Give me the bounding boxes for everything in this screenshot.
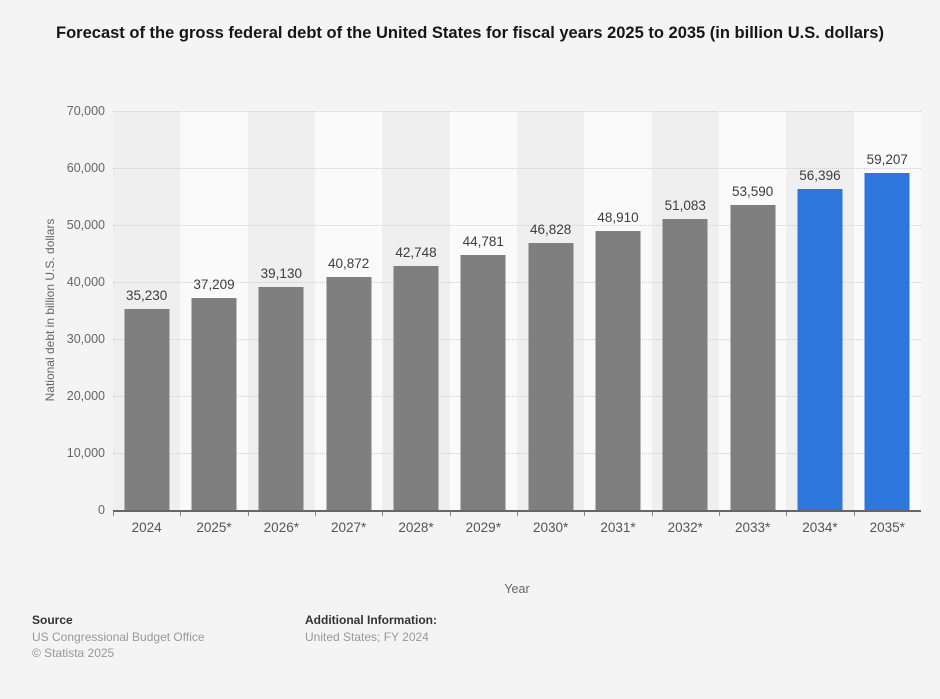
bar-value-label: 59,207 xyxy=(866,152,908,167)
bar-column-2029: 44,781 xyxy=(449,111,517,516)
additional-information-line: United States; FY 2024 xyxy=(305,629,429,644)
bar-column-2034: 56,396 xyxy=(786,111,853,516)
bar-column-2024: 35,230 xyxy=(113,111,180,516)
x-axis-tick-label: 2026* xyxy=(263,520,299,535)
y-axis-tick-label: 30,000 xyxy=(66,332,105,346)
x-axis-tick xyxy=(786,512,788,516)
x-axis-tick xyxy=(516,512,518,516)
gridline xyxy=(113,282,921,283)
bar-2028 xyxy=(393,266,439,510)
bar-2032 xyxy=(662,219,708,510)
gridline xyxy=(113,168,921,169)
y-axis-tick-label: 70,000 xyxy=(66,104,105,118)
bar-column-2031: 48,910 xyxy=(584,111,651,516)
x-axis-tick-label: 2025* xyxy=(196,520,232,535)
bar-2035 xyxy=(864,173,910,510)
source-block: Source US Congressional Budget Office © … xyxy=(32,612,205,662)
x-axis-tick xyxy=(651,512,653,516)
bar-column-2035: 59,207 xyxy=(853,111,921,516)
x-axis-tick-labels: 2024 2025* 2026* 2027* 2028* 2029* 2030* 2031* 2… xyxy=(113,520,921,535)
bar-column-2027: 40,872 xyxy=(314,111,382,516)
x-axis-tick xyxy=(247,512,249,516)
bar-2031 xyxy=(595,231,641,510)
x-axis-tick-label: 2035* xyxy=(869,520,905,535)
gridline xyxy=(113,225,921,226)
bar-value-label: 44,781 xyxy=(462,234,504,249)
bar-value-label: 40,872 xyxy=(327,256,370,271)
gridline xyxy=(113,339,921,340)
additional-information-block: Additional Information: United States; F… xyxy=(305,612,437,645)
x-axis-tick-label: 2027* xyxy=(331,520,367,535)
x-axis-tick-label: 2030* xyxy=(532,520,569,535)
bar-column-2033: 53,590 xyxy=(718,111,786,516)
x-axis-tick xyxy=(382,512,384,516)
y-axis-tick-label: 60,000 xyxy=(66,161,105,175)
additional-information-heading: Additional Information: xyxy=(305,613,437,627)
bar-2025 xyxy=(191,298,237,510)
y-axis-tick-labels: 70,000 60,000 50,000 40,000 30,000 20,000 10,0… xyxy=(0,104,105,517)
x-axis-tick xyxy=(180,512,182,516)
bar-value-label: 56,396 xyxy=(799,168,841,183)
bar-2024 xyxy=(124,309,170,510)
y-axis-tick-label: 50,000 xyxy=(66,218,105,232)
x-axis-tick xyxy=(314,512,316,516)
bar-2034 xyxy=(797,189,843,510)
bar-value-label: 53,590 xyxy=(731,184,774,199)
bar-column-2025: 37,209 xyxy=(180,111,247,516)
x-axis-tick-label: 2031* xyxy=(600,520,636,535)
x-axis-tick-label: 2034* xyxy=(802,520,838,535)
x-axis-tick-label: 2029* xyxy=(465,520,501,535)
bar-2030 xyxy=(528,243,574,510)
bar-2026 xyxy=(258,287,304,510)
x-axis-tick xyxy=(113,512,114,516)
bar-value-label: 39,130 xyxy=(260,266,302,281)
gridline xyxy=(113,111,921,112)
bar-column-2026: 39,130 xyxy=(247,111,315,516)
gridline xyxy=(113,453,921,454)
x-axis-tick-label: 2032* xyxy=(667,520,703,535)
x-axis-tick xyxy=(853,512,855,516)
chart-title: Forecast of the gross federal debt of th… xyxy=(56,24,884,42)
bar-series: 35,230 37,209 39,130 40,872 42,748 44,781 46,8… xyxy=(113,111,921,516)
bar-value-label: 42,748 xyxy=(395,245,437,260)
bar-value-label: 37,209 xyxy=(193,277,235,292)
y-axis-tick-label: 10,000 xyxy=(66,446,105,460)
x-axis-title: Year xyxy=(504,582,530,596)
y-axis-tick-label: 20,000 xyxy=(66,389,105,403)
x-axis-tick-label: 2033* xyxy=(734,520,771,535)
bar-2027 xyxy=(326,277,372,510)
x-axis-tick-label: 2024 xyxy=(131,520,162,535)
bar-value-label: 35,230 xyxy=(126,288,168,303)
source-line: US Congressional Budget Office xyxy=(32,629,205,644)
x-axis-tick xyxy=(449,512,451,516)
copyright-line: © Statista 2025 xyxy=(32,646,115,660)
x-axis-tick-label: 2028* xyxy=(398,520,434,535)
y-axis-tick-label: 0 xyxy=(98,503,105,517)
plot-area: 35,230 37,209 39,130 40,872 42,748 44,781 46,8… xyxy=(113,111,921,516)
source-heading: Source xyxy=(32,613,73,627)
bar-column-2028: 42,748 xyxy=(382,111,449,516)
gridline xyxy=(113,396,921,397)
bar-2033 xyxy=(730,205,776,510)
y-axis-tick-label: 40,000 xyxy=(66,275,105,289)
x-axis-tick xyxy=(718,512,720,516)
bar-value-label: 46,828 xyxy=(529,222,572,237)
bar-column-2032: 51,083 xyxy=(651,111,719,516)
bar-2029 xyxy=(460,255,506,510)
bar-column-2030: 46,828 xyxy=(516,111,584,516)
bar-value-label: 51,083 xyxy=(664,198,706,213)
bar-value-label: 48,910 xyxy=(597,210,639,225)
x-axis-tick xyxy=(584,512,586,516)
